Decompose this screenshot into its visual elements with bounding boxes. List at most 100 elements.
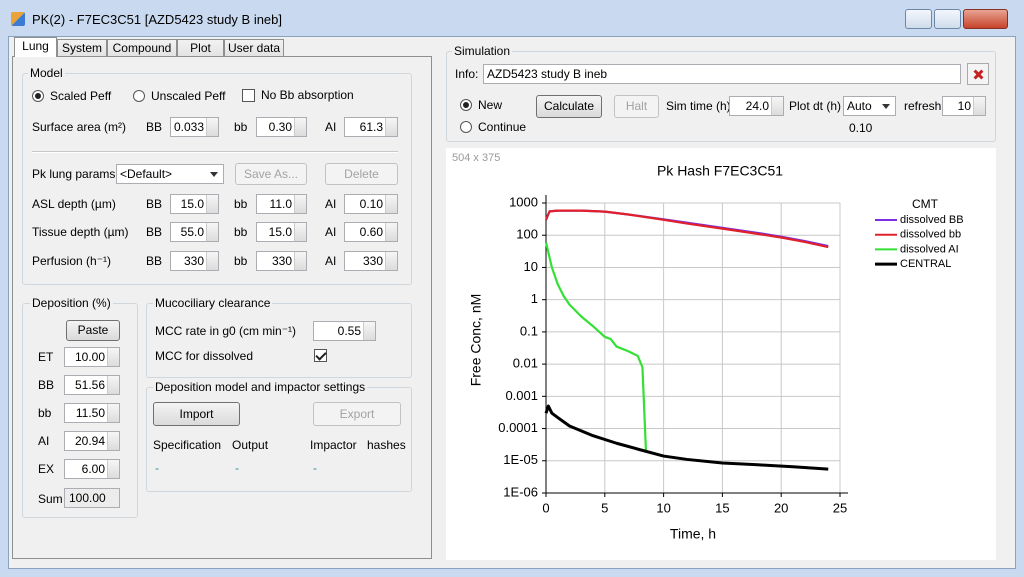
x-tick-label: 20 (774, 500, 788, 515)
numeric-input[interactable]: 55.0 (170, 222, 219, 242)
mcc-group (146, 303, 412, 378)
y-tick-label: 0.01 (513, 356, 538, 371)
numeric-input[interactable]: 0.60 (344, 222, 398, 242)
x-tick-label: 10 (656, 500, 670, 515)
model-group (22, 73, 412, 285)
numeric-input[interactable]: 0.55 (313, 321, 376, 341)
field-label: bb (234, 197, 248, 211)
column-value: - (235, 461, 239, 475)
radio-button[interactable] (32, 90, 44, 102)
numeric-input[interactable]: 330 (170, 251, 219, 271)
export-button: Export (313, 402, 401, 426)
radio-button[interactable] (460, 121, 472, 133)
y-tick-label: 0.001 (505, 388, 538, 403)
numeric-input[interactable]: 51.56 (64, 375, 120, 395)
group-title: Deposition model and impactor settings (153, 379, 368, 395)
numeric-input[interactable]: 15.0 (256, 222, 307, 242)
field-label: Tissue depth (µm) (32, 225, 129, 239)
clear-info-button[interactable] (967, 63, 989, 85)
field-label: Surface area (m²) (32, 120, 127, 134)
radio-label: New (478, 98, 503, 112)
field-label: AI (325, 120, 337, 134)
chart-title: Pk Hash F7EC3C51 (657, 163, 783, 179)
x-tick-label: 15 (715, 500, 729, 515)
field-label: BB (146, 254, 163, 268)
radio-button[interactable] (460, 99, 472, 111)
group-title: Model (28, 65, 65, 81)
calculate-button[interactable]: Calculate (536, 95, 602, 118)
tab[interactable]: System (57, 39, 107, 56)
y-tick-label: 1000 (509, 194, 538, 209)
chart-panel (446, 148, 996, 560)
field-label: AI (325, 254, 337, 268)
y-tick-label: 1 (531, 291, 538, 306)
simulation-group (446, 51, 996, 142)
column-header: Impactor (310, 438, 357, 452)
plot-dt-dropdown[interactable]: Auto (843, 96, 896, 116)
field-label: bb (234, 254, 248, 268)
numeric-input[interactable]: 24.0 (729, 96, 784, 116)
field-label: Pk lung params (32, 167, 116, 181)
y-tick-label: 100 (516, 227, 538, 242)
field-label: ET (38, 350, 54, 364)
numeric-input[interactable]: 330 (344, 251, 398, 271)
y-tick-label: 1E-06 (503, 484, 538, 499)
numeric-input[interactable]: 0.30 (256, 117, 307, 137)
close-button[interactable] (963, 9, 1008, 29)
checkbox[interactable] (242, 89, 255, 102)
legend-label: dissolved bb (900, 229, 961, 241)
tab[interactable]: User data (224, 39, 284, 56)
y-tick-label: 0.1 (520, 323, 538, 338)
numeric-input[interactable]: 11.50 (64, 403, 120, 423)
numeric-input[interactable]: 10.00 (64, 347, 120, 367)
field-value: 0.10 (849, 121, 873, 135)
numeric-input[interactable]: 61.3 (344, 117, 398, 137)
params-dropdown[interactable]: <Default> (116, 164, 224, 184)
numeric-input[interactable]: 0.10 (344, 194, 398, 214)
minimize-button[interactable] (905, 9, 932, 29)
checkbox[interactable] (314, 349, 327, 362)
field-label: bb (38, 406, 52, 420)
column-header: hashes (367, 438, 406, 452)
x-axis-label: Time, h (670, 526, 716, 542)
numeric-input[interactable]: 0.033 (170, 117, 219, 137)
paste-button[interactable]: Paste (66, 320, 120, 341)
group-title: Mucociliary clearance (153, 295, 273, 311)
import-button[interactable]: Import (153, 402, 240, 426)
field-label: Perfusion (h⁻¹) (32, 254, 112, 268)
save-as-button: Save As... (235, 163, 307, 185)
legend-label: dissolved BB (900, 214, 964, 226)
field-label: Sim time (h) (666, 99, 731, 113)
series-line (544, 209, 829, 249)
numeric-input[interactable]: 11.0 (256, 194, 307, 214)
numeric-input[interactable]: 15.0 (170, 194, 219, 214)
numeric-input[interactable]: 6.00 (64, 459, 120, 479)
y-tick-label: 0.0001 (498, 420, 538, 435)
radio-button[interactable] (133, 90, 145, 102)
field-label: AI (325, 197, 337, 211)
y-tick-label: 10 (524, 259, 538, 274)
halt-button: Halt (614, 95, 659, 118)
sum-output[interactable]: 100.00 (64, 488, 120, 508)
column-header: Output (232, 438, 269, 452)
field-label: BB (146, 225, 163, 239)
radio-label: Continue (478, 120, 527, 134)
field-label: bb (234, 120, 248, 134)
y-axis-label: Free Conc, nM (468, 294, 484, 387)
size-label: 504 x 375 (452, 152, 501, 164)
column-value: - (155, 461, 159, 475)
numeric-input[interactable]: 330 (256, 251, 307, 271)
tab[interactable]: Plot (177, 39, 224, 56)
checkbox-label: No Bb absorption (261, 88, 354, 102)
numeric-input[interactable]: 10 (942, 96, 986, 116)
tab[interactable]: Lung (14, 37, 57, 57)
field-label: bb (234, 225, 248, 239)
info-input[interactable]: AZD5423 study B ineb (483, 64, 961, 84)
numeric-input[interactable]: 20.94 (64, 431, 120, 451)
tab[interactable]: Compound (107, 39, 177, 56)
field-label: BB (38, 378, 55, 392)
maximize-button[interactable] (934, 9, 961, 29)
x-tick-label: 0 (542, 500, 549, 515)
series-line (544, 209, 829, 248)
